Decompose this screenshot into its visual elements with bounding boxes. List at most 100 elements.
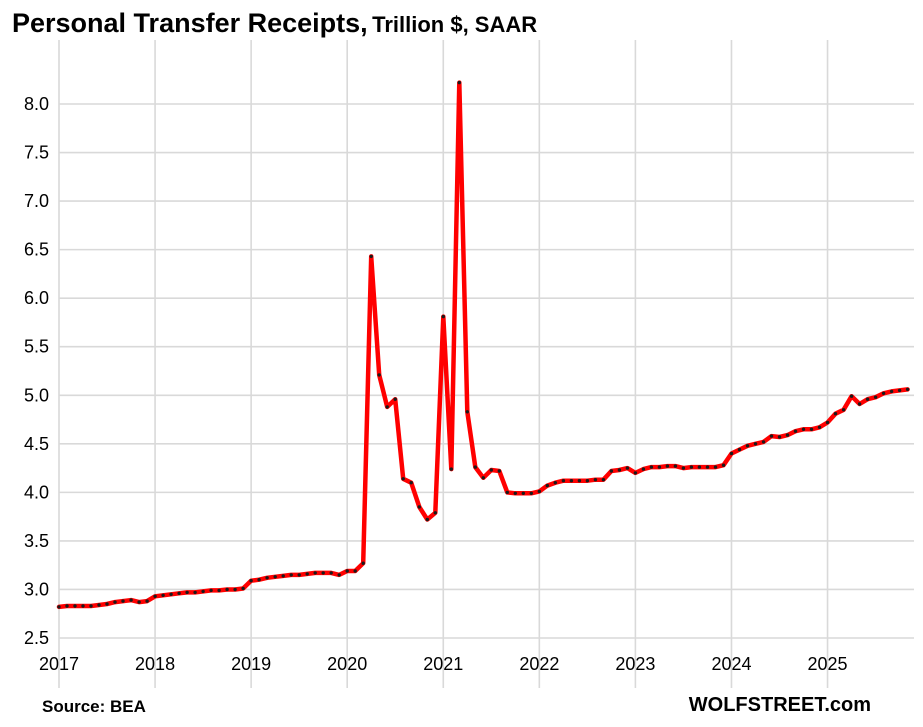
data-point bbox=[81, 604, 85, 608]
data-point bbox=[385, 405, 389, 409]
data-point bbox=[65, 604, 69, 608]
data-point bbox=[113, 600, 117, 604]
x-tick-label: 2022 bbox=[519, 654, 559, 674]
data-point bbox=[105, 602, 109, 606]
data-point bbox=[601, 478, 606, 482]
data-point bbox=[497, 469, 501, 473]
y-tick-label: 3.0 bbox=[24, 579, 49, 599]
data-point bbox=[161, 593, 165, 597]
data-point bbox=[417, 505, 421, 509]
data-point bbox=[625, 466, 630, 470]
data-point bbox=[897, 388, 902, 393]
data-point bbox=[233, 587, 237, 592]
y-tick-label: 5.5 bbox=[24, 337, 49, 357]
y-tick-label: 4.0 bbox=[24, 482, 49, 502]
data-point bbox=[273, 575, 277, 579]
data-point bbox=[729, 451, 734, 456]
data-point bbox=[793, 429, 798, 433]
data-point bbox=[401, 477, 405, 481]
data-point bbox=[369, 254, 373, 259]
data-point bbox=[857, 402, 862, 406]
x-tick-label: 2021 bbox=[423, 654, 463, 674]
data-point bbox=[441, 314, 445, 319]
data-point bbox=[145, 599, 149, 603]
data-point bbox=[209, 588, 213, 593]
data-point bbox=[217, 588, 221, 593]
data-point bbox=[177, 591, 181, 595]
data-point bbox=[833, 412, 838, 416]
x-axis-tick-labels: 2017 2018 2019 2020 2021 2022 2023 2024 2025 bbox=[39, 654, 848, 674]
data-point bbox=[841, 408, 846, 412]
data-point bbox=[361, 561, 365, 565]
x-tick-label: 2019 bbox=[231, 654, 271, 674]
data-point bbox=[281, 574, 285, 578]
x-tick-label: 2025 bbox=[808, 654, 848, 674]
y-tick-label: 2.5 bbox=[24, 628, 49, 648]
data-point bbox=[649, 465, 654, 469]
data-point bbox=[193, 590, 197, 595]
data-point bbox=[713, 465, 718, 469]
data-point bbox=[769, 434, 774, 438]
data-point bbox=[657, 465, 662, 469]
data-point bbox=[89, 604, 93, 608]
y-tick-label: 7.0 bbox=[24, 191, 49, 211]
data-point bbox=[481, 476, 485, 480]
data-point bbox=[825, 420, 830, 425]
data-point bbox=[553, 481, 557, 485]
data-point bbox=[129, 598, 133, 602]
data-point bbox=[745, 444, 750, 448]
data-point bbox=[689, 465, 694, 469]
data-point bbox=[201, 589, 205, 594]
data-point bbox=[577, 479, 582, 483]
data-point bbox=[809, 427, 814, 431]
data-point bbox=[345, 569, 349, 573]
source-label: Source: BEA bbox=[42, 697, 146, 716]
data-point bbox=[297, 573, 301, 577]
y-tick-label: 7.5 bbox=[24, 143, 49, 163]
data-point bbox=[225, 587, 229, 592]
data-point bbox=[561, 479, 566, 483]
data-point bbox=[777, 435, 782, 439]
data-point bbox=[681, 466, 686, 470]
data-point bbox=[609, 469, 614, 473]
data-point bbox=[761, 440, 766, 444]
chart-title: Personal Transfer Receipts, Trillion $, … bbox=[12, 8, 537, 39]
data-point bbox=[801, 427, 806, 431]
data-point bbox=[521, 491, 525, 495]
data-point bbox=[169, 592, 173, 596]
data-point bbox=[817, 425, 822, 429]
data-point bbox=[593, 478, 598, 482]
data-point bbox=[185, 590, 189, 595]
data-point bbox=[289, 573, 293, 577]
data-point bbox=[665, 464, 670, 468]
y-tick-label: 4.5 bbox=[24, 434, 49, 454]
data-point bbox=[705, 465, 710, 469]
data-point bbox=[313, 571, 317, 575]
x-tick-label: 2020 bbox=[327, 654, 367, 674]
data-point bbox=[697, 465, 702, 469]
data-point bbox=[545, 483, 549, 488]
data-point bbox=[153, 594, 157, 598]
x-tick-label: 2018 bbox=[135, 654, 175, 674]
data-point bbox=[529, 491, 533, 495]
series-markers bbox=[57, 80, 910, 609]
data-point bbox=[121, 599, 125, 603]
data-point bbox=[849, 394, 854, 398]
data-point bbox=[737, 447, 742, 452]
y-axis-tick-labels: 2.5 3.0 3.5 4.0 4.5 5.0 5.5 6.0 6.5 7.0 7.5 8.0 bbox=[24, 94, 49, 648]
data-point bbox=[249, 579, 253, 583]
y-tick-label: 3.5 bbox=[24, 531, 49, 551]
data-point bbox=[409, 481, 413, 485]
data-point bbox=[57, 605, 61, 609]
data-point bbox=[889, 389, 894, 394]
data-point bbox=[97, 603, 101, 607]
data-point bbox=[785, 433, 790, 437]
data-point bbox=[865, 397, 870, 401]
data-point bbox=[73, 604, 77, 608]
gridlines bbox=[58, 40, 914, 688]
data-point bbox=[513, 491, 517, 495]
data-point bbox=[337, 573, 341, 577]
data-point bbox=[433, 511, 437, 515]
data-point bbox=[241, 586, 245, 591]
